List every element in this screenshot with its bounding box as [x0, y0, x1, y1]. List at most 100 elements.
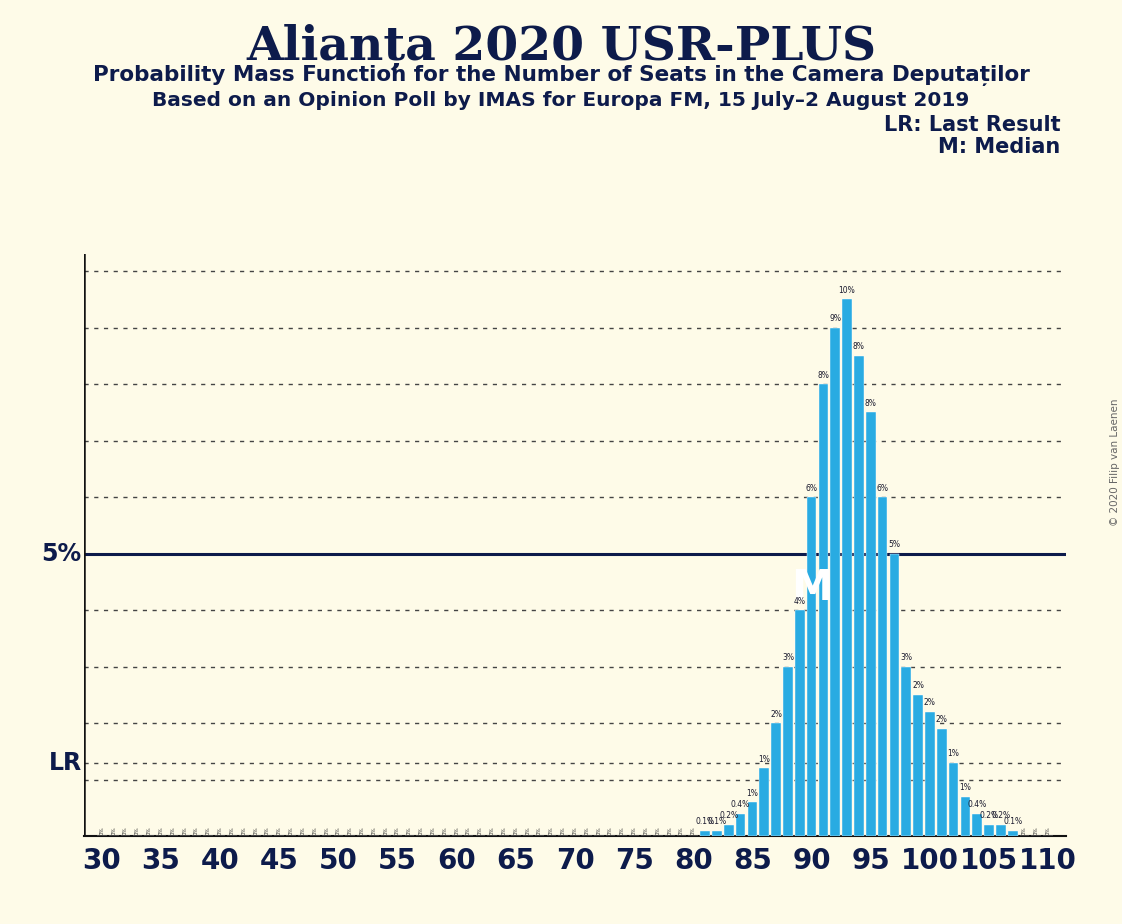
- Bar: [973, 814, 982, 836]
- Text: 0%: 0%: [171, 826, 175, 834]
- Text: Probability Mass Function for the Number of Seats in the Camera Deputaților: Probability Mass Function for the Number…: [92, 65, 1030, 86]
- Text: 2%: 2%: [936, 715, 948, 724]
- Text: M: M: [791, 566, 833, 609]
- Text: 0.4%: 0.4%: [732, 800, 751, 809]
- Text: 0%: 0%: [537, 826, 542, 834]
- Text: 0.2%: 0.2%: [719, 811, 738, 821]
- Text: 0%: 0%: [158, 826, 164, 834]
- Bar: [700, 831, 710, 836]
- Text: 0.1%: 0.1%: [1003, 817, 1022, 826]
- Bar: [747, 802, 757, 836]
- Bar: [925, 711, 935, 836]
- Text: 0.1%: 0.1%: [696, 817, 715, 826]
- Text: 0%: 0%: [147, 826, 151, 834]
- Text: M: Median: M: Median: [938, 137, 1060, 157]
- Text: 0%: 0%: [241, 826, 247, 834]
- Text: 3%: 3%: [782, 653, 794, 663]
- Text: 0%: 0%: [254, 826, 258, 834]
- Text: 10%: 10%: [839, 286, 855, 295]
- Text: 8%: 8%: [853, 342, 865, 351]
- Text: 0%: 0%: [1046, 826, 1050, 834]
- Text: 0%: 0%: [384, 826, 388, 834]
- Text: 0%: 0%: [596, 826, 601, 834]
- Text: 0%: 0%: [525, 826, 531, 834]
- Text: 0%: 0%: [360, 826, 365, 834]
- Text: 0%: 0%: [277, 826, 282, 834]
- Text: 1%: 1%: [746, 789, 758, 797]
- Bar: [996, 825, 1005, 836]
- Bar: [760, 769, 769, 836]
- Text: 0%: 0%: [205, 826, 211, 834]
- Text: 0%: 0%: [123, 826, 128, 834]
- Text: 0%: 0%: [312, 826, 318, 834]
- Text: 6%: 6%: [806, 483, 818, 492]
- Text: 0%: 0%: [288, 826, 294, 834]
- Text: 0%: 0%: [514, 826, 518, 834]
- Text: 0%: 0%: [679, 826, 684, 834]
- Text: 0%: 0%: [561, 826, 565, 834]
- Text: 3%: 3%: [900, 653, 912, 663]
- Text: 0%: 0%: [324, 826, 329, 834]
- Text: 0%: 0%: [407, 826, 412, 834]
- Text: 0%: 0%: [419, 826, 424, 834]
- Bar: [901, 667, 911, 836]
- Text: 0%: 0%: [1033, 826, 1039, 834]
- Text: 2%: 2%: [770, 710, 782, 719]
- Bar: [771, 723, 781, 836]
- Text: 5%: 5%: [889, 541, 900, 549]
- Text: 0%: 0%: [194, 826, 199, 834]
- Text: 0%: 0%: [502, 826, 506, 834]
- Bar: [960, 796, 971, 836]
- Text: 0.4%: 0.4%: [967, 800, 987, 809]
- Text: 0%: 0%: [668, 826, 672, 834]
- Text: 0%: 0%: [454, 826, 459, 834]
- Text: 2%: 2%: [912, 681, 925, 690]
- Text: 0.2%: 0.2%: [980, 811, 999, 821]
- Text: 0%: 0%: [301, 826, 305, 834]
- Text: Based on an Opinion Poll by IMAS for Europa FM, 15 July–2 August 2019: Based on an Opinion Poll by IMAS for Eur…: [153, 91, 969, 110]
- Text: 0%: 0%: [230, 826, 234, 834]
- Bar: [830, 328, 840, 836]
- Bar: [1008, 831, 1018, 836]
- Text: 0%: 0%: [395, 826, 401, 834]
- Text: 8%: 8%: [865, 399, 876, 407]
- Bar: [949, 762, 958, 836]
- Text: © 2020 Filip van Laenen: © 2020 Filip van Laenen: [1110, 398, 1120, 526]
- Bar: [937, 729, 947, 836]
- Text: 0%: 0%: [431, 826, 435, 834]
- Bar: [712, 831, 721, 836]
- Bar: [890, 553, 899, 836]
- Bar: [854, 356, 864, 836]
- Text: 6%: 6%: [876, 483, 889, 492]
- Text: 0%: 0%: [585, 826, 589, 834]
- Text: 0.2%: 0.2%: [991, 811, 1011, 821]
- Text: 0%: 0%: [218, 826, 222, 834]
- Text: 0%: 0%: [135, 826, 140, 834]
- Bar: [819, 384, 828, 836]
- Text: 0%: 0%: [348, 826, 352, 834]
- Text: 0%: 0%: [632, 826, 636, 834]
- Bar: [866, 412, 875, 836]
- Text: 1%: 1%: [959, 784, 972, 792]
- Text: 0%: 0%: [265, 826, 270, 834]
- Text: 5%: 5%: [42, 541, 82, 565]
- Text: 0%: 0%: [466, 826, 471, 834]
- Bar: [783, 667, 793, 836]
- Text: 0%: 0%: [608, 826, 613, 834]
- Text: 1%: 1%: [948, 749, 959, 759]
- Text: 0%: 0%: [1022, 826, 1027, 834]
- Text: 0%: 0%: [111, 826, 117, 834]
- Bar: [877, 497, 888, 836]
- Text: 0%: 0%: [478, 826, 482, 834]
- Text: 0%: 0%: [572, 826, 578, 834]
- Bar: [913, 695, 923, 836]
- Text: 0%: 0%: [644, 826, 649, 834]
- Text: 0%: 0%: [371, 826, 377, 834]
- Text: 1%: 1%: [758, 755, 770, 764]
- Text: 0%: 0%: [655, 826, 661, 834]
- Bar: [843, 299, 852, 836]
- Text: 4%: 4%: [793, 597, 806, 605]
- Text: 9%: 9%: [829, 314, 842, 323]
- Bar: [736, 814, 745, 836]
- Text: 0%: 0%: [182, 826, 187, 834]
